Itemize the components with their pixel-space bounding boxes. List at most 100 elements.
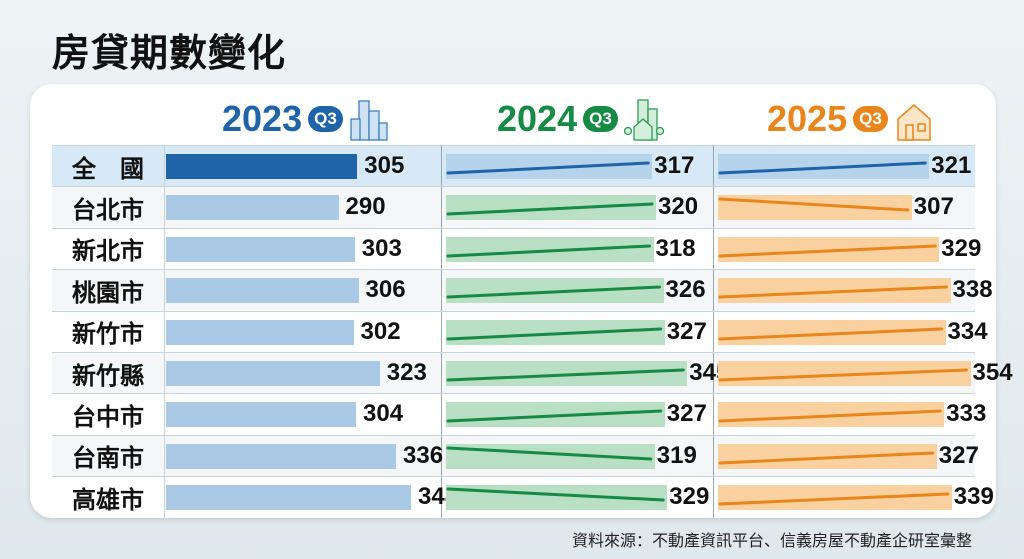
value-cell: 320 <box>442 187 714 228</box>
table-row: 桃園市 306 326 338 <box>52 269 993 311</box>
year-label: 2024 <box>497 98 578 139</box>
value-cell: 333 <box>714 394 986 434</box>
value-cell: 348 <box>165 477 458 518</box>
trend-line <box>446 446 653 461</box>
trend-line <box>446 487 665 502</box>
value-label: 303 <box>361 234 402 262</box>
region-label: 台南市 <box>52 435 165 477</box>
value-cell: 327 <box>442 311 714 352</box>
header-2023: 2023 Q3 <box>222 96 389 142</box>
value-label: 329 <box>669 483 710 511</box>
value-cell: 305 <box>165 146 442 187</box>
trend-line <box>718 368 968 382</box>
value-cell: 318 <box>442 228 714 270</box>
value-label: 327 <box>666 400 707 428</box>
value-cell: 304 <box>165 394 442 435</box>
trend-line <box>446 285 661 299</box>
source-note: 資料來源：不動產資訊平台、信義房屋不動產企研室彙整 <box>571 531 972 550</box>
value-cell: 323 <box>165 352 442 394</box>
table-row: 台南市 336 319 327 <box>52 434 979 477</box>
value-cell: 303 <box>165 228 442 270</box>
trend-line <box>718 409 942 423</box>
value-cell: 336 <box>165 435 444 477</box>
trend-line-segment <box>718 451 935 465</box>
table-row: 全 國 305 317 321 <box>52 145 975 187</box>
value-bar <box>166 154 358 179</box>
table-row: 新竹縣 323 345 354 <box>52 351 1013 394</box>
value-cell: 306 <box>165 270 442 311</box>
trend-line-segment <box>718 409 942 423</box>
region-label: 台中市 <box>52 394 165 435</box>
buildings-house-icon <box>623 99 664 141</box>
trend-line <box>446 202 654 216</box>
value-bar <box>166 443 396 469</box>
trend-line-segment <box>446 202 654 216</box>
region-label: 全 國 <box>52 146 165 187</box>
value-cell: 319 <box>442 435 714 477</box>
value-label: 327 <box>666 317 707 345</box>
page-title: 房貸期數變化 <box>52 31 287 75</box>
trend-line-segment <box>446 161 650 175</box>
value-bar <box>166 236 355 262</box>
value-label: 302 <box>360 317 401 345</box>
region-label: 新竹市 <box>52 311 165 352</box>
trend-line <box>446 161 650 175</box>
value-label: 323 <box>386 358 427 386</box>
value-label: 336 <box>403 441 444 469</box>
trend-line <box>718 285 948 299</box>
trend-line <box>446 409 663 423</box>
value-label: 334 <box>947 317 988 345</box>
value-cell: 327 <box>442 394 714 435</box>
value-label: 320 <box>658 193 699 221</box>
region-label: 高雄市 <box>52 477 165 518</box>
value-label: 307 <box>913 193 954 221</box>
value-cell: 338 <box>714 270 993 310</box>
value-cell: 302 <box>165 311 442 352</box>
value-cell: 317 <box>442 146 714 187</box>
trend-line <box>718 327 943 341</box>
value-cell: 321 <box>714 146 975 186</box>
trend-line <box>718 451 935 465</box>
region-label: 新北市 <box>52 228 165 270</box>
value-label: 290 <box>345 193 386 221</box>
quarter-badge: Q3 <box>853 106 888 132</box>
trend-line-segment <box>446 446 653 461</box>
value-cell: 327 <box>714 436 979 476</box>
year-label: 2023 <box>222 98 303 139</box>
trend-line-segment <box>718 244 937 258</box>
house-icon <box>897 104 931 141</box>
value-label: 339 <box>953 483 994 511</box>
region-label: 桃園市 <box>52 270 165 311</box>
value-label: 305 <box>364 152 405 179</box>
value-label: 327 <box>938 441 979 469</box>
value-label: 329 <box>941 234 982 262</box>
value-cell: 345 <box>442 352 729 394</box>
table-row: 新竹市 302 327 334 <box>52 310 988 352</box>
value-label: 306 <box>365 276 406 304</box>
value-bar <box>166 278 359 304</box>
trend-line-segment <box>446 285 661 299</box>
trend-line-segment <box>718 197 910 212</box>
region-label: 台北市 <box>52 187 165 228</box>
value-cell: 334 <box>714 312 988 352</box>
value-label: 333 <box>946 400 987 428</box>
value-bar <box>166 485 411 511</box>
trend-line <box>718 197 910 212</box>
trend-line <box>446 368 685 382</box>
table-row: 新北市 303 318 329 <box>52 227 981 270</box>
header-2025: 2025 Q3 <box>767 96 934 142</box>
trend-line-segment <box>446 327 663 341</box>
trend-line-segment <box>718 285 948 299</box>
value-cell: 326 <box>442 270 714 311</box>
trend-line-segment <box>446 368 685 382</box>
value-label: 319 <box>656 441 697 469</box>
value-cell: 339 <box>714 477 994 517</box>
header-2024: 2024 Q3 <box>497 96 664 142</box>
quarter-badge: Q3 <box>308 106 343 132</box>
value-label: 354 <box>972 358 1013 386</box>
table-row: 台中市 304 327 333 <box>52 393 986 435</box>
value-label: 326 <box>665 276 706 304</box>
city-buildings-icon <box>350 100 388 141</box>
trend-line <box>446 244 651 258</box>
value-bar <box>166 360 380 386</box>
